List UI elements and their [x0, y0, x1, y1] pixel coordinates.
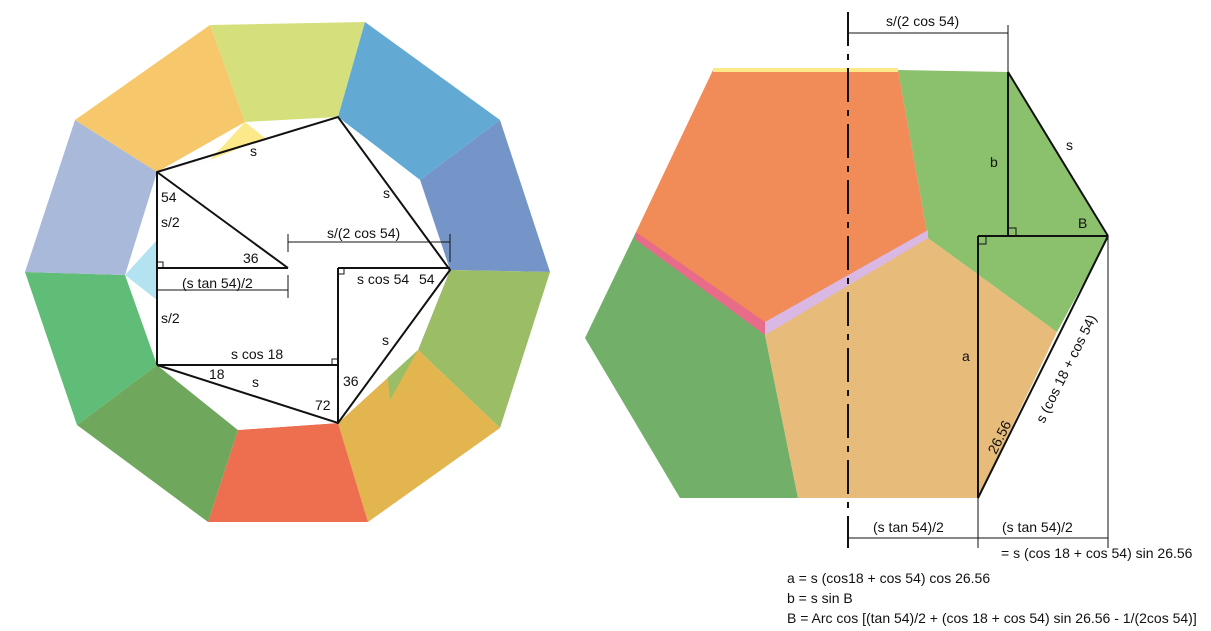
face-top — [210, 22, 365, 122]
equation-b: b = s sin B — [787, 590, 853, 606]
label-angle-54-left: 54 — [161, 189, 177, 205]
inner-cyan-left — [125, 240, 157, 300]
label-half-s-lower: s/2 — [161, 310, 180, 326]
equations: a = s (cos18 + cos 54) cos 26.56 b = s s… — [787, 570, 1197, 626]
left-labels: s s 54 s/2 s/(2 cos 54) 36 s cos 54 54 (… — [161, 143, 435, 413]
face-bottom — [208, 423, 368, 522]
label-bottom-right-eq: = s (cos 18 + cos 54) sin 26.56 — [1001, 545, 1193, 561]
face-top-right — [338, 22, 500, 180]
inner-white — [157, 117, 450, 430]
label-angle-36-mid: 36 — [243, 250, 259, 266]
equation-a: a = s (cos18 + cos 54) cos 26.56 — [787, 570, 990, 586]
label-angle-36-low: 36 — [343, 373, 359, 389]
label-right-s: s — [383, 185, 390, 201]
label-bottom-left-dim: (s tan 54)/2 — [873, 519, 944, 535]
label-s-cos-18: s cos 18 — [231, 346, 283, 362]
face-green-lower-left — [585, 232, 798, 498]
face-right-lower — [418, 270, 550, 428]
label-a: a — [962, 348, 970, 364]
seam-violet — [765, 230, 928, 335]
label-top-s: s — [250, 143, 257, 159]
face-tan-lower — [765, 238, 1057, 498]
label-b: b — [990, 154, 998, 170]
label-tan-half: (s tan 54)/2 — [182, 275, 253, 291]
label-half-s-upper: s/2 — [161, 214, 180, 230]
inner-yellow — [210, 122, 265, 160]
right-figure: s/(2 cos 54) b s B a 26.56 s (cos 18 + c… — [585, 12, 1193, 561]
left-figure: s s 54 s/2 s/(2 cos 54) 36 s cos 54 54 (… — [25, 22, 550, 522]
label-radius: s/(2 cos 54) — [327, 225, 400, 241]
label-angle-72: 72 — [315, 397, 331, 413]
right-construction-lines — [847, 12, 1109, 548]
seam-pink — [636, 232, 765, 335]
top-yellow-strip — [713, 68, 898, 72]
face-right-upper — [420, 120, 550, 272]
face-orange-top — [636, 70, 928, 335]
face-left-upper — [25, 120, 157, 275]
label-lower-s: s — [382, 332, 389, 348]
left-outer-faces — [25, 22, 550, 522]
face-bottom-right — [338, 350, 500, 522]
label-angle-54-right: 54 — [419, 271, 435, 287]
label-s: s — [1066, 137, 1073, 153]
face-green-right — [898, 70, 1108, 332]
left-construction-lines — [156, 115, 452, 425]
label-bottom-right-dim: (s tan 54)/2 — [1002, 519, 1073, 535]
label-B: B — [1078, 215, 1087, 231]
label-angle-18: 18 — [209, 366, 225, 382]
face-bottom-left — [77, 365, 238, 522]
face-top-left — [75, 25, 245, 172]
label-s-cos-54: s cos 54 — [357, 271, 409, 287]
label-top-dim: s/(2 cos 54) — [886, 13, 959, 29]
label-bottom-s: s — [252, 374, 259, 390]
equation-B: B = Arc cos [(tan 54)/2 + (cos 18 + cos … — [787, 610, 1197, 626]
face-left-lower — [25, 272, 157, 425]
